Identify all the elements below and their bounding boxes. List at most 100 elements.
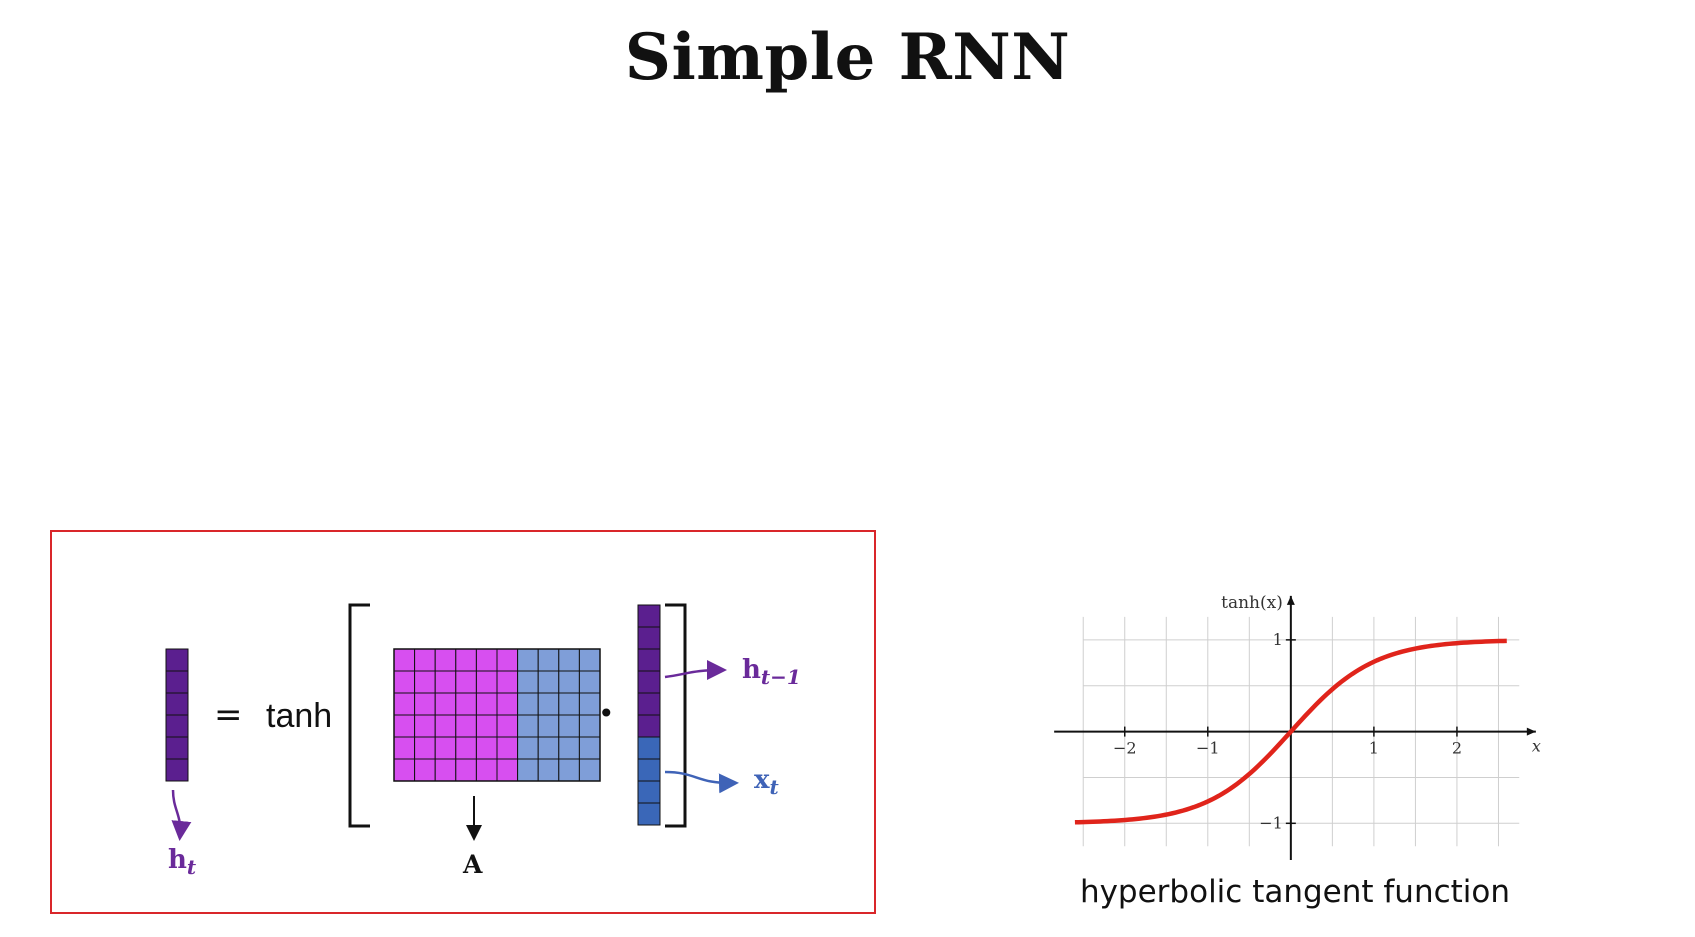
ht-cell [165,714,189,738]
matrix-a-border [393,648,601,782]
matrix-a-cell [496,758,519,782]
matrix-a-cell [414,692,436,716]
x-tick-label: 2 [1452,739,1462,758]
equals-sign: = [214,695,243,735]
y-axis-arrowhead [1286,595,1295,605]
concatenated-input-vector [637,604,661,826]
matrix-a-cell [558,714,580,738]
matrix-a-cell [455,670,477,694]
matrix-a-cell [558,692,580,716]
page-title: Simple RNN [624,20,1071,95]
matrix-a-cell [414,758,436,782]
matrix-a-cell [578,670,601,694]
matrix-a-cell [496,714,519,738]
rnn-equation-diagram: ht = tanh A • ht−1 xt [165,603,801,879]
matrix-a-label: A [462,850,483,879]
matrix-a-cell [558,670,580,694]
matrix-a-cell [537,758,560,782]
matrix-a-cell [537,692,560,716]
matrix-a-cell [434,736,457,760]
matrix-a-cell [393,670,416,694]
matrix-a-cell [475,714,498,738]
matrix-a-cell [537,670,560,694]
tanh-curve [1074,638,1507,825]
matrix-a-cell [393,692,416,716]
matrix-a-cell [578,758,601,782]
matrix-a-cell [455,692,477,716]
h-prev-cell [637,714,661,738]
matrix-a-cell [558,736,580,760]
matrix-a-cell [475,648,498,672]
matrix-a-cell [578,648,601,672]
weight-matrix-a [393,648,601,782]
y-tick-label: 1 [1273,630,1283,649]
x-tick-label: −2 [1113,739,1137,758]
x-t-cell [637,758,661,782]
matrix-a-cell [537,714,560,738]
matrix-a-cell [558,758,580,782]
matrix-a-cell [517,758,539,782]
ht-cell [165,648,189,672]
matrix-a-cell [558,648,580,672]
rnn-equation-box: ht = tanh A • ht−1 xt [50,530,876,914]
matrix-a-cell [578,714,601,738]
plot-ticks: −2 −1 1 2 1 −1 [1113,630,1462,832]
matrix-a-cell [517,714,539,738]
matrix-a-cell [414,714,436,738]
x-t-cell [637,802,661,826]
ht-label: ht [168,845,197,879]
matrix-a-cell [496,670,519,694]
x-axis-label: x [1532,737,1541,756]
matrix-a-cell [537,648,560,672]
matrix-a-cell [455,736,477,760]
x-tick-label: 1 [1369,739,1379,758]
matrix-a-cell [414,648,436,672]
matrix-a-cell [434,714,457,738]
matrix-a-cell [393,714,416,738]
right-bracket [665,603,687,828]
matrix-a-cell [434,648,457,672]
x-t-cell [637,780,661,804]
matrix-a-cell [475,670,498,694]
x-tick-label: −1 [1196,739,1220,758]
matrix-a-cell [496,736,519,760]
ht-cell [165,736,189,760]
h-prev-arrow [664,660,727,681]
tanh-plot: −2 −1 1 2 1 −1 tanh(x) x [1054,593,1541,860]
matrix-a-cell [455,648,477,672]
matrix-a-cell [517,736,539,760]
ht-output-vector [165,648,189,782]
plot-caption: hyperbolic tangent function [1079,874,1511,910]
h-prev-cell [637,648,661,672]
h-prev-cell [637,692,661,716]
matrix-a-cell [414,670,436,694]
matrix-a-cell [434,692,457,716]
matrix-a-cell [455,758,477,782]
y-axis-label: tanh(x) [1221,593,1283,613]
matrix-a-cell [393,758,416,782]
tanh-function-label: tanh [266,697,332,735]
x-t-arrow [664,770,739,794]
matrix-a-cell [537,736,560,760]
matrix-a-cell [414,736,436,760]
ht-arrow [171,789,192,841]
matrix-a-cell [475,758,498,782]
left-bracket [348,603,370,828]
matrix-a-cell [578,692,601,716]
ht-cell [165,670,189,694]
matrix-a-cell [578,736,601,760]
matrix-a-cell [517,692,539,716]
matrix-a-cell [393,736,416,760]
matrix-a-cell [434,758,457,782]
ht-cell [165,692,189,716]
h-prev-cell [637,604,661,628]
h-prev-cell [637,626,661,650]
matrix-a-cell [496,692,519,716]
matrix-a-cell [517,670,539,694]
matrix-a-cell [434,670,457,694]
h-prev-cell [637,670,661,694]
matrix-a-cell [455,714,477,738]
ht-cell [165,758,189,782]
plot-grid [1082,616,1520,847]
y-tick-label: −1 [1259,813,1283,832]
